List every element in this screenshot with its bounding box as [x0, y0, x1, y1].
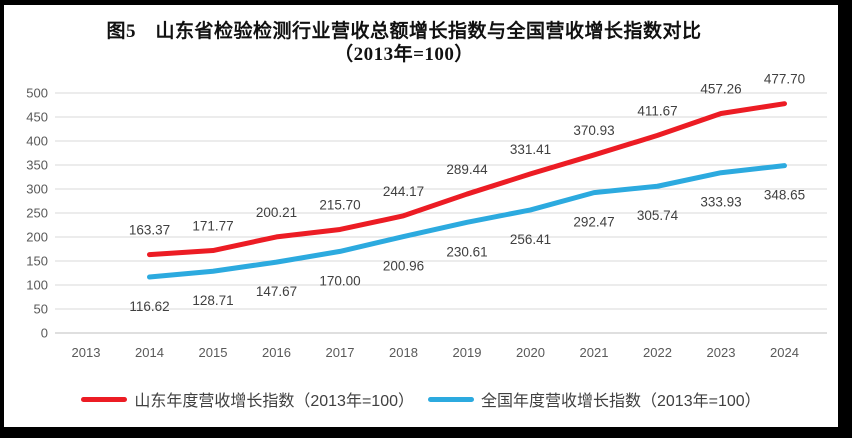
x-tick-label: 2015: [199, 345, 228, 360]
y-tick-label: 0: [41, 326, 48, 341]
legend-swatch-national: [428, 396, 474, 402]
data-label: 289.44: [446, 162, 488, 177]
data-label: 457.26: [700, 82, 741, 97]
y-tick-label: 350: [26, 158, 48, 173]
y-tick-label: 300: [26, 182, 48, 197]
x-tick-label: 2019: [453, 345, 482, 360]
y-tick-label: 150: [26, 254, 48, 269]
data-label: 370.93: [573, 123, 614, 138]
data-label: 116.62: [129, 299, 169, 314]
data-label: 348.65: [764, 188, 805, 203]
x-tick-label: 2021: [580, 345, 609, 360]
x-tick-label: 2017: [326, 345, 355, 360]
data-label: 256.41: [510, 232, 551, 247]
data-label: 200.96: [383, 259, 424, 274]
data-label: 163.37: [129, 223, 170, 238]
y-tick-label: 500: [26, 86, 48, 101]
legend-label-shandong: 山东年度营收增长指数（2013年=100）: [134, 393, 414, 410]
y-tick-label: 250: [26, 206, 48, 221]
data-label: 128.71: [192, 293, 233, 308]
legend-label-national: 全国年度营收增长指数（2013年=100）: [481, 393, 761, 410]
chart-title-line2: （2013年=100）: [334, 44, 474, 65]
line-chart-canvas: 0 50 100 150 200 250 300 350 400 450 500 2013 2014 20…: [26, 72, 827, 360]
data-label: 292.47: [573, 215, 614, 230]
y-tick-label: 100: [26, 278, 48, 293]
legend-swatch-shandong: [81, 396, 128, 402]
data-label: 333.93: [700, 195, 741, 210]
data-label: 244.17: [383, 184, 424, 199]
data-label: 305.74: [637, 208, 679, 223]
x-tick-label: 2022: [643, 345, 672, 360]
series-line-shandong: [147, 101, 787, 258]
x-tick-label: 2018: [389, 345, 418, 360]
data-label: 230.61: [446, 244, 487, 259]
data-label: 171.77: [192, 219, 233, 234]
y-tick-label: 400: [26, 134, 48, 149]
x-tick-label: 2020: [516, 345, 545, 360]
x-tick-label: 2023: [707, 345, 736, 360]
data-label: 477.70: [764, 72, 805, 87]
x-tick-label: 2016: [262, 345, 291, 360]
y-tick-label: 450: [26, 110, 48, 125]
chart-figure: 图5 山东省检验检测行业营收总额增长指数与全国营收增长指数对比 （2013年=1…: [4, 5, 838, 427]
chart-legend: 山东年度营收增长指数（2013年=100） 全国年度营收增长指数（2013年=1…: [4, 387, 838, 411]
data-label: 411.67: [637, 103, 677, 118]
data-label: 331.41: [510, 142, 551, 157]
legend-item-national: 全国年度营收增长指数（2013年=100）: [428, 387, 761, 411]
data-label: 147.67: [256, 284, 297, 299]
x-tick-label: 2014: [135, 345, 164, 360]
chart-title: 图5 山东省检验检测行业营收总额增长指数与全国营收增长指数对比 （2013年=1…: [4, 20, 804, 66]
x-tick-label: 2024: [770, 345, 799, 360]
chart-title-line1: 图5 山东省检验检测行业营收总额增长指数与全国营收增长指数对比: [106, 21, 702, 42]
y-tick-label: 50: [34, 302, 48, 317]
y-tick-label: 200: [26, 230, 48, 245]
data-label: 200.21: [256, 205, 297, 220]
x-tick-label: 2013: [72, 345, 101, 360]
data-label: 170.00: [319, 273, 360, 288]
data-label: 215.70: [319, 197, 360, 212]
series-line-national: [147, 163, 787, 280]
legend-item-shandong: 山东年度营收增长指数（2013年=100）: [81, 387, 414, 411]
